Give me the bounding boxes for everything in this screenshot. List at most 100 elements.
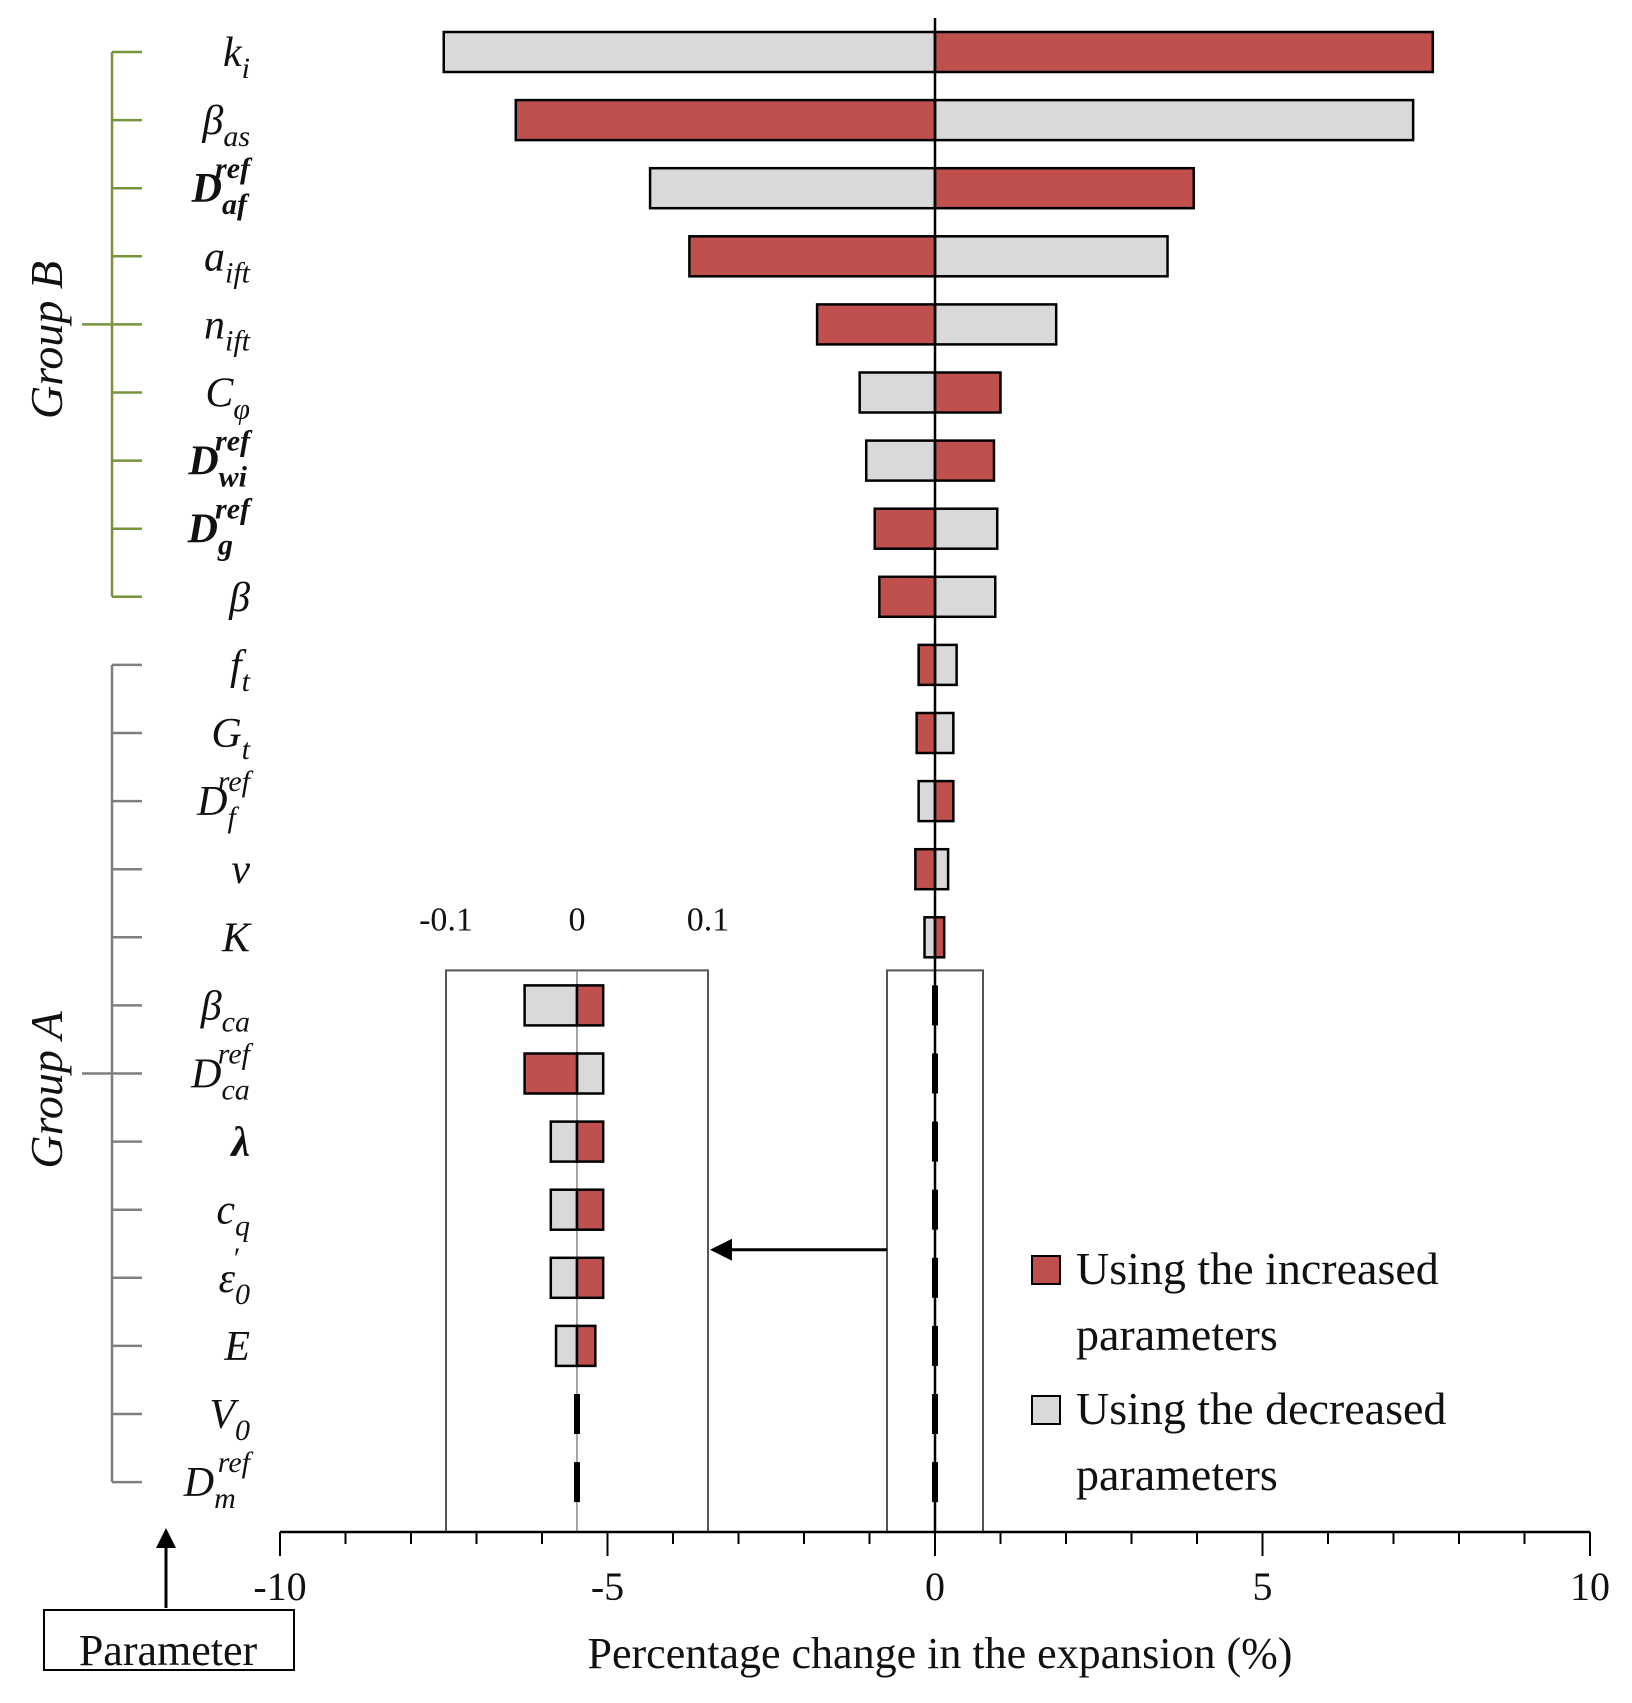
inset-bar-increased-17 (575, 1188, 605, 1231)
param-label-0: ki (223, 30, 250, 85)
param-label-sub-4: ift (225, 324, 251, 357)
param-label-base-2: D (191, 166, 222, 212)
param-label-sub-3: ift (225, 256, 251, 289)
param-label-base-12: ν (231, 847, 250, 893)
param-label-sub-6: wi (219, 461, 248, 494)
legend-label-increased-line1: Using the increased (1076, 1243, 1439, 1294)
bar-decreased-12 (933, 847, 950, 891)
param-label-sub-7: g (217, 529, 233, 562)
bar-increased-7 (873, 507, 937, 550)
param-label-18: ε0′ (218, 1242, 250, 1311)
bar-decreased-4 (933, 303, 1058, 346)
param-label-base-15: D (190, 1052, 221, 1098)
param-label-5: Cφ (205, 371, 250, 426)
bar-increased-12 (914, 847, 937, 891)
param-label-3: aift (204, 234, 251, 289)
bar-decreased-8 (933, 575, 997, 619)
bar-increased-6 (933, 439, 996, 482)
bar-increased-1 (514, 98, 937, 142)
bar-increased-4 (815, 303, 937, 346)
bar-increased-0 (933, 30, 1435, 74)
group-b-label: Group B (21, 261, 72, 419)
param-label-sub-17: q (235, 1210, 250, 1243)
legend: Using the increased parameters Using the… (1031, 1243, 1446, 1500)
x-axis-title: Percentage change in the expansion (%) (588, 1629, 1293, 1678)
param-label-base-7: D (187, 507, 218, 553)
param-label-sup-2: ref (215, 152, 253, 185)
param-label-base-4: n (204, 302, 225, 348)
bar-decreased-5 (858, 371, 937, 414)
bar-decreased-10 (933, 711, 955, 755)
param-label-15: Dcaref (190, 1038, 254, 1107)
legend-swatch-decreased (1031, 1395, 1061, 1425)
param-label-base-19: E (223, 1324, 250, 1370)
legend-label-decreased-line2: parameters (1076, 1449, 1278, 1500)
param-label-base-17: c (216, 1188, 235, 1234)
inset-bar-tiny-21 (574, 1462, 580, 1503)
param-label-9: ft (230, 643, 251, 698)
param-label-base-6: D (187, 439, 218, 485)
bar-increased-5 (933, 371, 1002, 414)
bar-increased-13 (933, 916, 946, 959)
param-label-base-1: β (201, 98, 223, 144)
inset-bar-decreased-14 (523, 984, 579, 1027)
param-label-sub-14: ca (222, 1005, 250, 1038)
bar-increased-2 (933, 166, 1195, 210)
inset-bar-increased-18 (575, 1256, 605, 1300)
param-label-7: Dgref (187, 493, 253, 562)
param-label-sub-2: af (222, 188, 250, 221)
param-label-6: Dwiref (187, 425, 253, 494)
param-label-base-14: β (200, 983, 222, 1029)
bar-increased-11 (933, 779, 955, 823)
inset-bar-decreased-19 (554, 1324, 579, 1368)
x-tick-label-4: 10 (1570, 1564, 1610, 1609)
param-label-sub-21: m (214, 1482, 236, 1515)
inset-bar-decreased-17 (549, 1188, 579, 1231)
param-label-sup-7: ref (215, 493, 253, 526)
param-label-base-10: G (211, 711, 241, 757)
param-label-base-11: D (196, 779, 227, 825)
param-label-14: βca (200, 983, 250, 1038)
bar-decreased-13 (923, 916, 937, 959)
param-label-sub-11: f (227, 801, 239, 834)
inset-tick-label-2: 0.1 (687, 901, 730, 938)
bar-decreased-3 (933, 235, 1169, 278)
param-label-11: Dfref (196, 765, 254, 834)
inset-layer: -0.1 0 0.1 (419, 901, 984, 1533)
param-label-base-21: D (183, 1460, 214, 1506)
inset-tick-label-1: 0 (569, 901, 586, 938)
param-label-1: βas (201, 98, 250, 153)
param-label-sup-11: ref (218, 765, 254, 798)
param-label-sub-0: i (242, 52, 250, 85)
axis-layer: -10 -5 0 5 10 (253, 18, 1610, 1609)
bar-decreased-7 (933, 507, 999, 550)
inset-bar-tiny-20 (574, 1394, 580, 1434)
param-label-base-20: V (209, 1392, 239, 1438)
param-label-4: nift (204, 302, 251, 357)
param-label-sub-15: ca (221, 1074, 249, 1107)
group-a-label: Group A (21, 1011, 72, 1169)
param-label-2: Dafref (191, 152, 253, 221)
param-label-12: ν (231, 847, 250, 893)
inset-bar-decreased-16 (549, 1120, 579, 1163)
bars-layer (442, 30, 1435, 1503)
inset-bar-increased-16 (575, 1120, 605, 1163)
inset-bar-increased-14 (575, 984, 605, 1027)
bar-decreased-2 (648, 166, 937, 210)
bar-decreased-0 (442, 30, 937, 74)
x-tick-label-0: -10 (253, 1564, 306, 1609)
param-label-sub-18: 0 (235, 1278, 250, 1311)
param-label-base-18: ε (218, 1256, 235, 1302)
param-label-16: λ (229, 1120, 250, 1166)
param-label-sup-6: ref (215, 425, 253, 458)
bar-decreased-9 (933, 643, 958, 687)
bar-decreased-1 (933, 98, 1415, 142)
parameter-axis-label: Parameter (79, 1626, 258, 1675)
param-label-sup-18: ′ (232, 1242, 239, 1275)
param-label-sub-10: t (242, 733, 251, 766)
x-tick-label-3: 5 (1253, 1564, 1273, 1609)
param-label-19: E (223, 1324, 250, 1370)
legend-label-decreased-line1: Using the decreased (1076, 1383, 1446, 1434)
bar-increased-8 (878, 575, 937, 619)
